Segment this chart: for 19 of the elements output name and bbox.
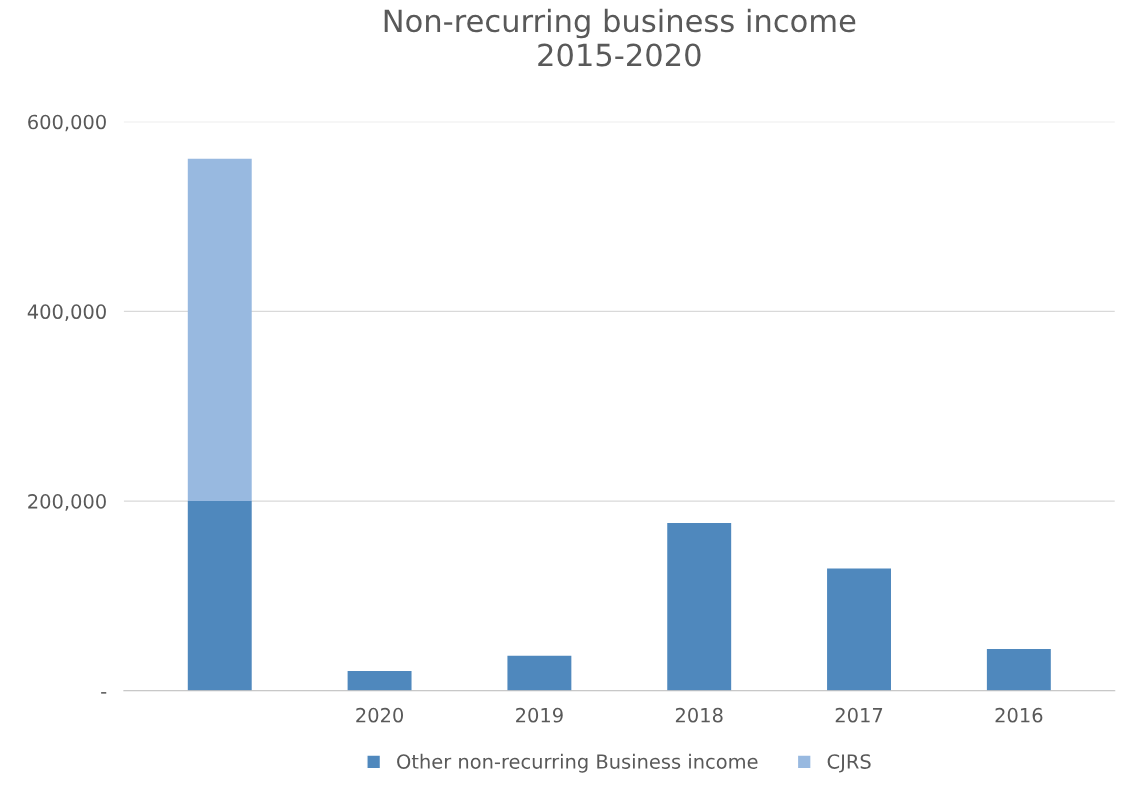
chart-title: Non-recurring business income 2015-2020	[384, 8, 856, 67]
x-tick-label: 2018	[675, 707, 723, 723]
x-tick-label: 2019	[516, 707, 563, 723]
bar	[507, 655, 572, 691]
legend-label: Other non-recurring Business income	[397, 753, 758, 773]
bar	[347, 670, 412, 691]
y-tick-label: 200,000	[28, 494, 106, 511]
x-tick-label: 2017	[835, 707, 883, 723]
bar	[187, 501, 252, 691]
y-tick-label: 600,000	[28, 114, 106, 132]
x-tick-label: 2016	[995, 707, 1043, 723]
bar	[986, 649, 1051, 691]
bar	[667, 522, 732, 691]
x-tick-label: 2020	[356, 707, 404, 723]
bar	[827, 568, 891, 691]
y-tick-label: 400,000	[27, 304, 106, 322]
legend-label: CJRS	[827, 754, 871, 773]
bar	[187, 158, 252, 502]
y-tick-label: -	[101, 692, 107, 694]
